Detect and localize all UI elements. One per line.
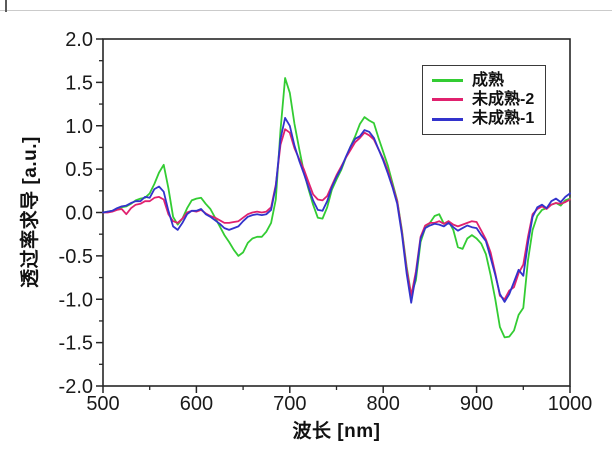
x-tick-label: 500 [86,393,119,415]
legend-item-immature-2: 未成熟-2 [432,90,539,108]
legend-item-mature: 成熟 [432,71,539,89]
x-tick-label: 1000 [548,393,593,415]
legend-label: 未成熟-1 [472,110,535,128]
legend-line-swatch [432,117,463,121]
legend-line-swatch [432,98,463,102]
legend: 成熟 未成熟-2 未成熟-1 [422,65,546,135]
legend-item-immature-1: 未成熟-1 [432,111,539,127]
y-tick-label: 2.0 [65,29,93,51]
y-tick-label: -2.0 [59,376,93,398]
y-tick-label: -0.5 [59,246,93,268]
legend-label: 未成熟-2 [472,90,535,108]
x-tick-label: 700 [273,393,306,415]
y-tick-label: 1.0 [65,116,93,138]
x-axis-title: 波长 [nm] [292,421,381,442]
document-border-line [0,10,612,11]
y-tick-label: 0.5 [65,159,93,181]
y-tick-label: -1.5 [59,333,93,355]
y-tick-label: 1.5 [65,72,93,94]
legend-label: 成熟 [472,71,505,89]
y-tick-label: -1.0 [59,289,93,311]
legend-line-swatch [432,79,463,83]
x-tick-label: 600 [180,393,213,415]
y-axis-title: 透过率求导 [a.u.] [20,136,41,288]
y-tick-label: 0.0 [65,203,93,225]
x-tick-label: 900 [460,393,493,415]
document-border-mark [5,0,7,12]
series-line-2 [102,117,571,304]
x-tick-label: 800 [367,393,400,415]
